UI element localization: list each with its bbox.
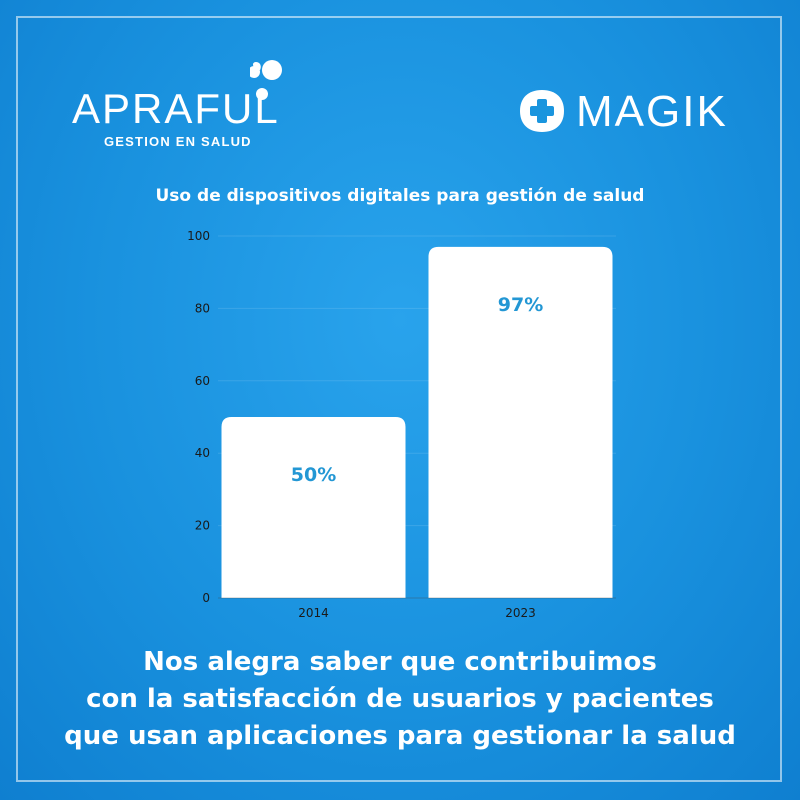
data-label: 50% bbox=[291, 464, 336, 486]
footer-message: Nos alegra saber que contribuimos con la… bbox=[20, 644, 780, 755]
y-tick-label: 20 bbox=[195, 519, 210, 533]
y-tick-label: 60 bbox=[195, 374, 210, 388]
y-tick-label: 40 bbox=[195, 446, 210, 460]
data-label: 97% bbox=[498, 294, 543, 316]
bar-chart: 0 20 40 60 80 100 50% 2014 97% 2023 bbox=[0, 0, 800, 640]
footer-line: con la satisfacción de usuarios y pacien… bbox=[20, 681, 780, 718]
footer-line: que usan aplicaciones para gestionar la … bbox=[20, 718, 780, 755]
x-tick-label: 2014 bbox=[298, 606, 329, 620]
y-tick-label: 0 bbox=[202, 591, 210, 605]
bar-2014 bbox=[222, 417, 406, 598]
y-tick-label: 80 bbox=[195, 301, 210, 315]
x-tick-label: 2023 bbox=[505, 606, 536, 620]
footer-line: Nos alegra saber que contribuimos bbox=[20, 644, 780, 681]
y-tick-label: 100 bbox=[187, 229, 210, 243]
